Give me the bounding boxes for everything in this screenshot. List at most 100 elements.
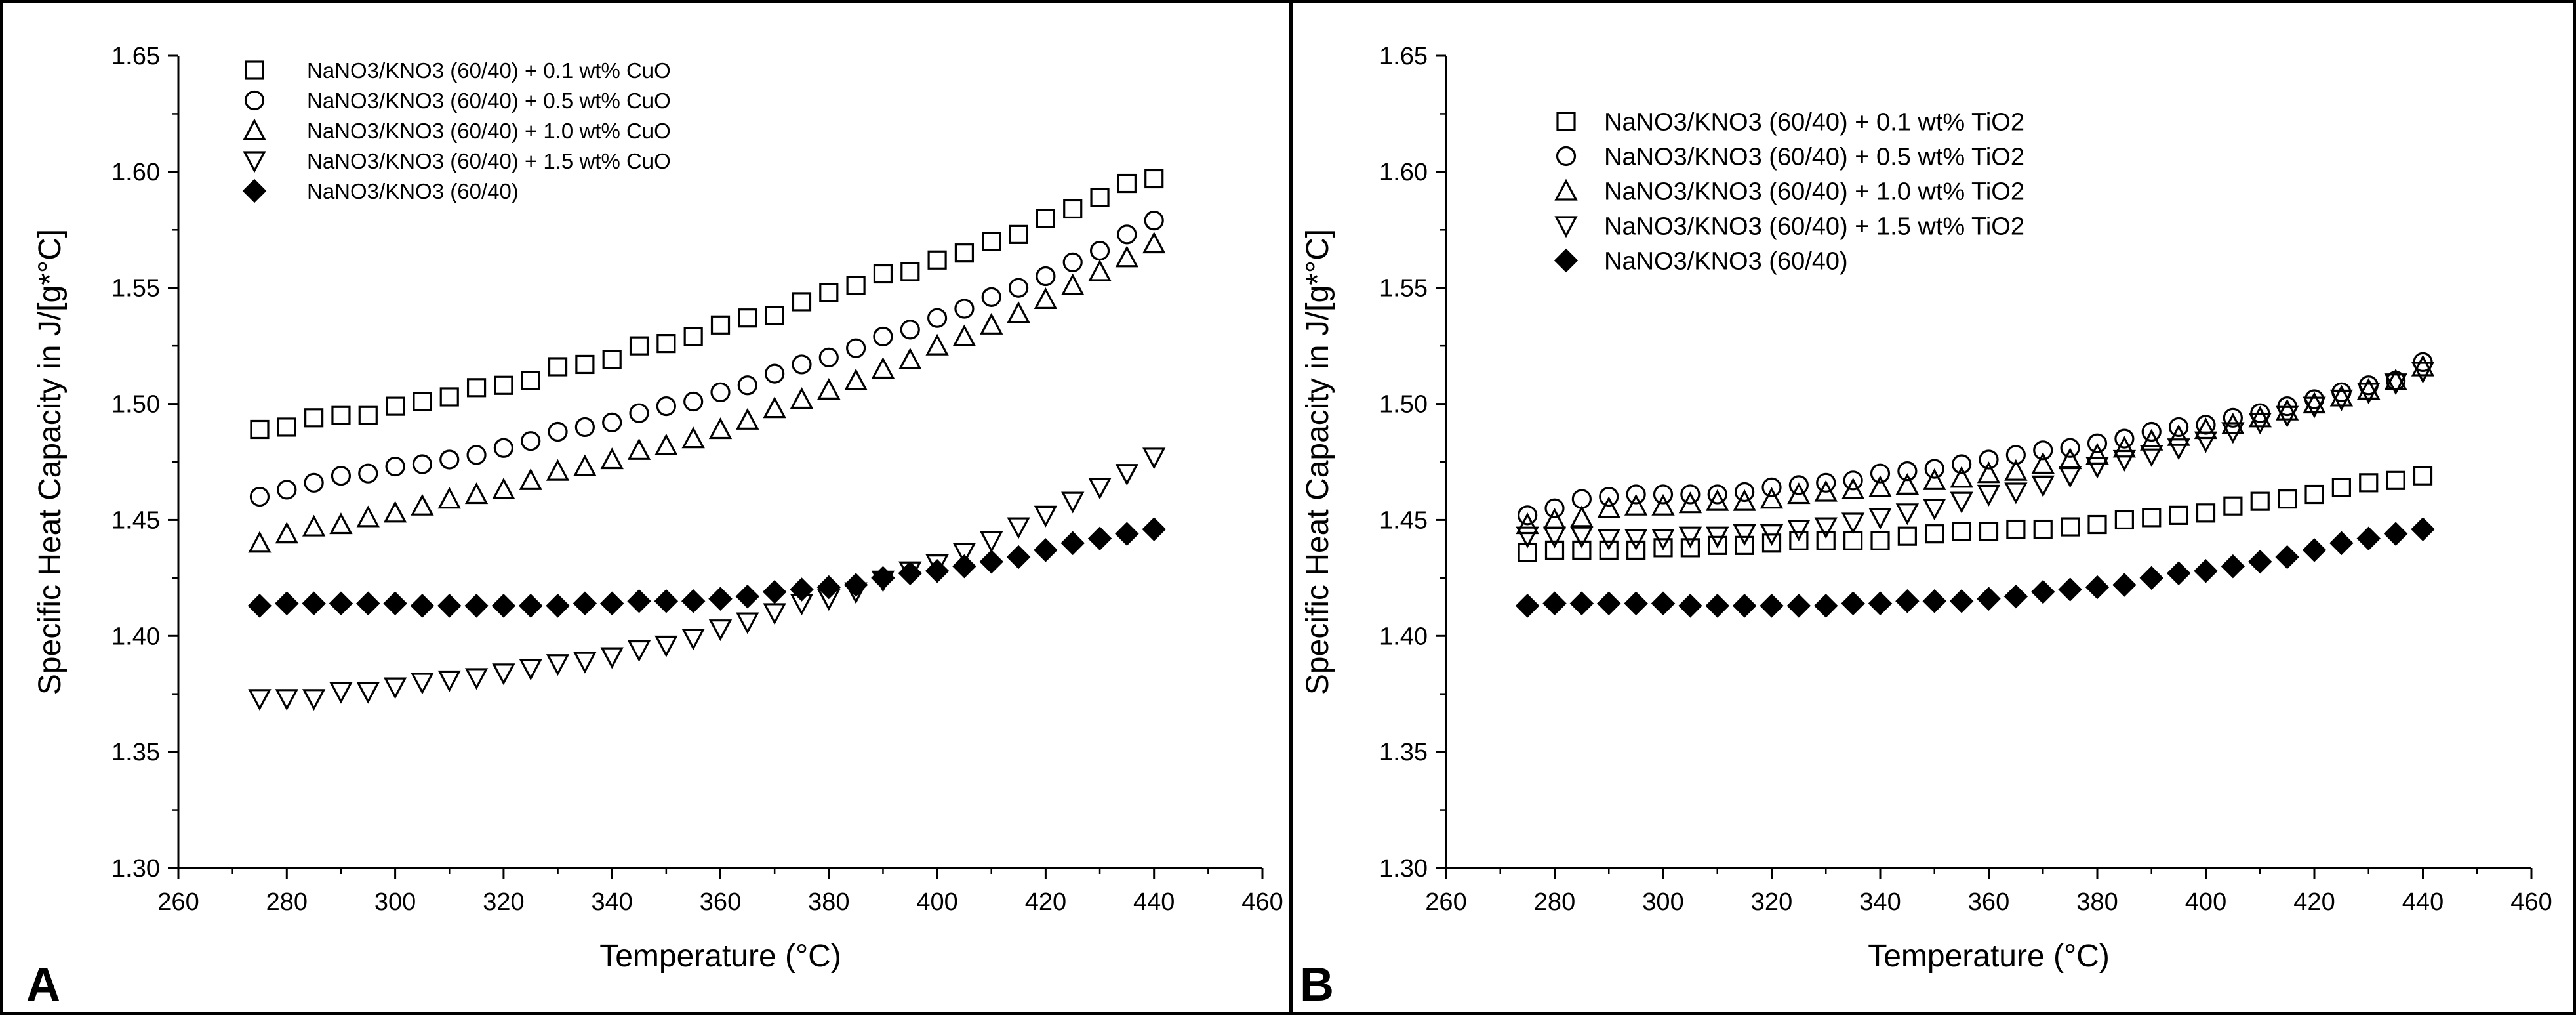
panel-b-series-4-point: [1516, 526, 1539, 549]
panel-a-series-1-point: [1063, 199, 1083, 219]
panel-a-series-4-point: [356, 682, 380, 704]
panel-b-x-tick-label: 440: [2402, 888, 2444, 916]
panel-a-series-2-point: [737, 375, 757, 396]
panel-b-series-4-point: [2140, 445, 2163, 467]
panel-a-series-4-point: [1007, 517, 1030, 539]
panel-a-series-3-point: [492, 478, 515, 500]
panel-a-series-5-point: [925, 558, 950, 583]
panel-a-series-3-point: [817, 377, 841, 400]
panel-a-series-1-point: [575, 354, 595, 375]
panel-a-series-2-point: [683, 391, 704, 412]
panel-b-series-4-point: [1814, 517, 1838, 539]
panel-b-series-1-point: [2169, 505, 2188, 525]
panel-b-series-5-point: [1705, 594, 1730, 618]
panel-b-series-3-point: [2194, 417, 2218, 440]
panel-b-series-5-point: [1624, 591, 1648, 616]
panel-a-series-5-point: [599, 591, 624, 616]
panel-b-y-tick-label: 1.65: [1379, 43, 1428, 70]
panel-a-series-3-point: [464, 482, 489, 505]
panel-a-y-tick-label: 1.35: [111, 739, 160, 766]
panel-b-series-2-point: [1599, 486, 1619, 507]
panel-a-series-3-point: [1115, 245, 1139, 268]
panel-a-series-1-point: [683, 327, 703, 346]
panel-a-y-tick-label: 1.40: [111, 623, 160, 650]
panel-b-series-3-point: [2357, 377, 2381, 400]
panel-b-series-5-point: [2329, 531, 2354, 556]
panel-b-legend-label-4: NaNO3/KNO3 (60/40) + 1.5 wt% TiO2: [1604, 213, 2024, 241]
panel-a-series-3-point: [1007, 301, 1030, 323]
panel-b-series-3-point: [1651, 493, 1675, 516]
panel-a-series-1-point: [439, 387, 459, 407]
panel-b-series-3-point: [2384, 368, 2407, 390]
panel-b-legend-label-5: NaNO3/KNO3 (60/40): [1604, 248, 1848, 276]
panel-a-series-5-point: [383, 591, 407, 616]
panel-b-x-tick-label: 280: [1534, 888, 1575, 916]
panel-a-legend-marker-3: [243, 118, 266, 140]
panel-b-series-1-point: [1626, 540, 1646, 560]
panel-b-series-3-point: [2275, 398, 2299, 421]
panel-b-legend-marker-2: [1556, 146, 1577, 167]
panel-b-x-tick-label: 360: [1968, 888, 2009, 916]
panel-b-series-5-point: [2356, 526, 2381, 550]
panel-a-series-2-point: [818, 347, 839, 367]
panel-a-series-1-point: [738, 308, 757, 328]
panel-b-x-tick-label: 460: [2510, 888, 2552, 916]
panel-b-series-5-point: [1868, 591, 1893, 616]
panel-b-series-1-point: [1680, 538, 1700, 558]
panel-a-legend-marker-2: [244, 90, 265, 111]
panel-b-series-3-point: [2303, 392, 2326, 414]
panel-b-series-5-point: [1542, 591, 1567, 616]
panel-a-series-5-point: [871, 566, 895, 590]
panel-a-series-4-point: [302, 689, 326, 711]
panel-b-series-4-point: [1733, 524, 1756, 547]
panel-b-legend-marker-1: [1556, 112, 1576, 131]
panel-a-series-1-point: [304, 408, 324, 428]
panel-b-series-3-point: [2112, 436, 2137, 458]
panel-b: 260 280 300 320 340 360 380 400 420 440 460 1.30 1.3…: [1300, 43, 2552, 1011]
panel-b-series-3-point: [1678, 491, 1702, 514]
panel-a-legend-marker-4: [243, 151, 266, 173]
panel-a-legend-label-5: NaNO3/KNO3 (60/40): [307, 179, 519, 203]
panel-b-series-4-point: [1651, 529, 1675, 551]
panel-a-series-4-point: [763, 603, 786, 625]
panel-b-series-1-point: [1735, 535, 1754, 555]
panel-b-series-2-point: [1924, 459, 1944, 479]
panel-b-series-5-point: [2275, 545, 2299, 570]
panel-b-series-4-point: [2411, 362, 2435, 384]
panel-a-series-2-point: [548, 421, 568, 442]
panel-a-series-5-point: [410, 594, 435, 618]
panel-a-series-4-point: [248, 689, 272, 711]
panel-a-series-3-point: [383, 501, 407, 523]
panel-a-series-3-point: [519, 468, 542, 490]
panel-a-series-4-point: [411, 673, 434, 695]
panel-a-series-3-point: [790, 387, 814, 409]
panel-b-series-1-point: [1708, 535, 1727, 555]
panel-b-series-4-point: [1868, 508, 1892, 530]
panel-b-x-axis-label: Temperature (°C): [1868, 939, 2110, 974]
panel-a-series-1-point: [846, 276, 866, 295]
panel-a-series-3-point: [708, 417, 733, 440]
panel-a-series-1-point: [250, 419, 270, 440]
panel-a-series-5-point: [654, 589, 679, 613]
panel-b-series-5-point: [1569, 591, 1594, 616]
panel-a-series-4-point: [708, 619, 733, 642]
panel-b-series-2-point: [1788, 475, 1809, 495]
panel-b-label: B: [1300, 959, 1334, 1011]
panel-b-series-1-point: [2413, 466, 2433, 486]
panel-a-series-2-point: [873, 326, 893, 347]
panel-b-series-1-point: [2006, 519, 2026, 539]
panel-b-series-2-point: [2087, 433, 2108, 453]
panel-b-series-2-point: [2223, 407, 2243, 428]
panel-a-series-4-point: [1142, 447, 1166, 470]
panel-a-series-5-point: [708, 587, 733, 611]
panel-b-series-1-point: [2250, 491, 2270, 511]
panel-b-series-5-point: [1949, 589, 1974, 613]
panel-b-series-2-point: [1979, 449, 1999, 470]
panel-b-series-4-point: [1542, 526, 1567, 549]
panel-b-series-1-point: [2087, 514, 2107, 535]
panel-a-series-4-point: [1115, 464, 1139, 486]
panel-a-series-1-point: [982, 232, 1001, 251]
panel-a-series-4-point: [492, 663, 515, 686]
